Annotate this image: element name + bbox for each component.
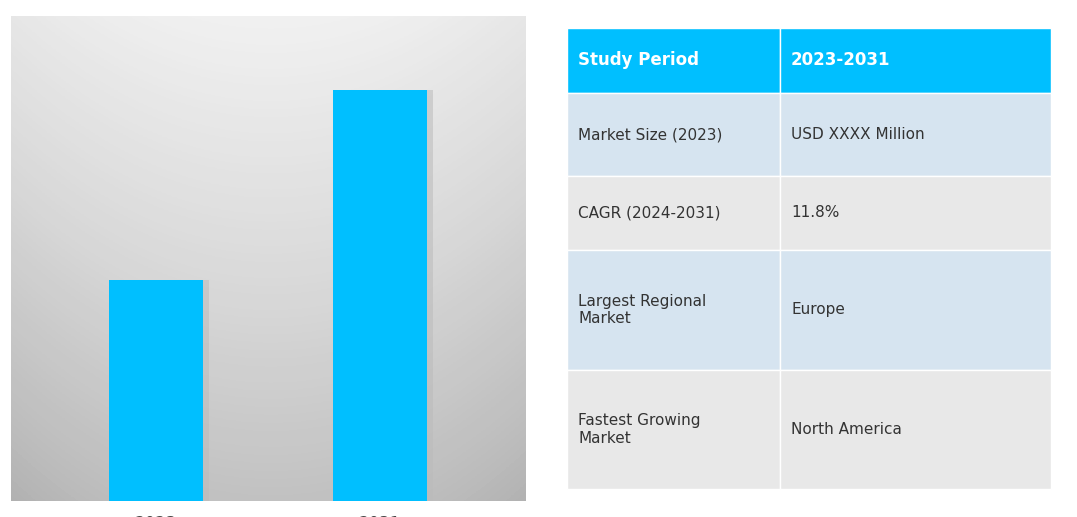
Text: Study Period: Study Period bbox=[578, 51, 699, 69]
Bar bbox=[567, 250, 780, 370]
Text: 11.8%: 11.8% bbox=[792, 205, 839, 220]
Bar bbox=[338, 90, 433, 501]
Text: Europe: Europe bbox=[792, 302, 845, 317]
Text: Largest Regional
Market: Largest Regional Market bbox=[578, 294, 707, 326]
Bar bbox=[780, 250, 1051, 370]
Bar bbox=[333, 89, 428, 501]
Bar bbox=[567, 176, 780, 250]
Text: Fastest Growing
Market: Fastest Growing Market bbox=[578, 413, 701, 446]
Bar bbox=[115, 280, 209, 501]
Bar bbox=[780, 370, 1051, 489]
Text: 2023-2031: 2023-2031 bbox=[792, 51, 891, 69]
Bar bbox=[780, 176, 1051, 250]
Bar bbox=[567, 93, 780, 176]
Bar bbox=[780, 93, 1051, 176]
Bar bbox=[780, 28, 1051, 93]
Bar bbox=[109, 280, 204, 501]
Bar bbox=[567, 370, 780, 489]
Text: CAGR (2024-2031): CAGR (2024-2031) bbox=[578, 205, 721, 220]
Text: Market Size (2023): Market Size (2023) bbox=[578, 127, 723, 142]
Text: USD XXXX Million: USD XXXX Million bbox=[792, 127, 925, 142]
Bar bbox=[567, 28, 780, 93]
Text: North America: North America bbox=[792, 422, 901, 437]
